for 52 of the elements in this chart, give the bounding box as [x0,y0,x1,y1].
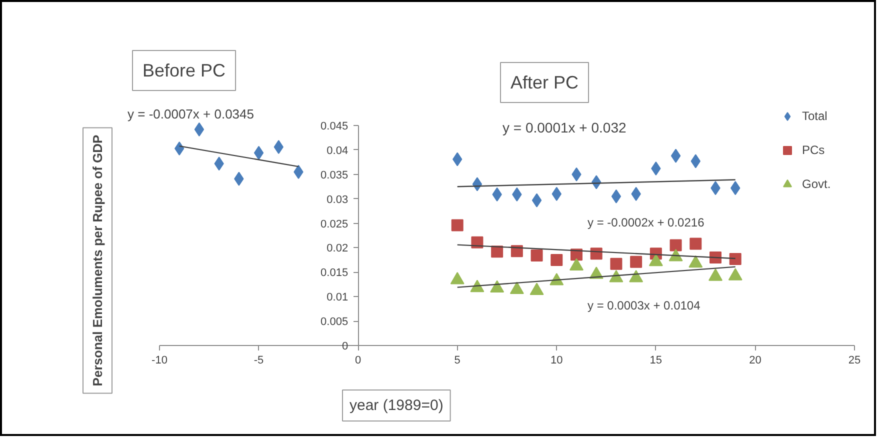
x-axis-title: year (1989=0) [350,397,444,414]
y-axis-title: Personal Emoluments per Rupee of GDP [90,134,105,386]
annotation: y = 0.0003x + 0.0104 [588,298,701,312]
point [254,146,264,160]
x-tick-label: 15 [650,354,662,366]
legend-label: Govt. [802,177,831,191]
y-tick-label: 0.02 [326,242,348,255]
y-tick-label: 0.005 [320,316,348,328]
x-tick-label: -5 [254,354,264,366]
point [451,219,464,232]
point [670,148,681,163]
text: y = -0.0007x + 0.0345 [128,106,254,122]
point [609,270,624,282]
point [629,270,644,282]
x-tick-label: 5 [454,354,460,366]
x-tick-label: 20 [749,354,762,366]
x-tick-label: 10 [550,354,563,366]
point [570,258,584,271]
legend-label: Total [802,109,828,123]
point [550,254,563,266]
point [490,280,504,293]
point [530,282,544,295]
y-tick-label: 0.045 [320,120,348,132]
point [729,252,742,265]
y-tick-label: 0.04 [326,144,348,157]
y-tick-label: 0.035 [320,169,348,182]
point [630,256,642,268]
point [708,268,722,281]
y-tick-label: 0.03 [326,194,348,206]
x-tick-label: 25 [848,354,861,366]
point [728,268,742,280]
x-tick-label: -10 [152,354,168,366]
text: Before PC [142,60,226,80]
y-tick-label: 0.015 [320,267,348,280]
point [530,250,543,262]
point [610,258,622,270]
text: After PC [510,72,579,92]
x-tick-label: 0 [355,354,362,366]
point [611,189,622,204]
point [670,239,682,252]
point [510,282,524,294]
legend-label: PCs [802,143,825,157]
point [690,238,702,250]
annotation: y = -0.0002x + 0.0216 [588,216,705,230]
y-tick-label: 0.025 [320,218,348,230]
point [450,272,464,284]
point [648,254,663,266]
point [194,122,204,136]
y-tick-label: 0.01 [326,292,348,304]
point [532,193,542,208]
annotation: y = 0.0001x + 0.032 [502,120,626,136]
point [688,255,703,268]
